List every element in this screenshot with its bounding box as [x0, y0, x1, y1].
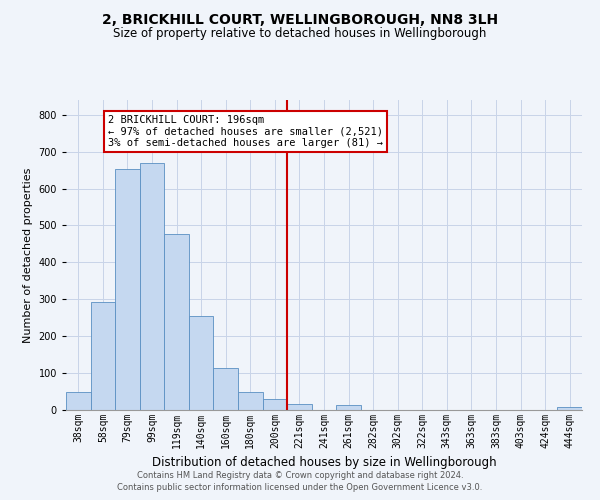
- Text: Contains HM Land Registry data © Crown copyright and database right 2024.: Contains HM Land Registry data © Crown c…: [137, 471, 463, 480]
- Text: Contains public sector information licensed under the Open Government Licence v3: Contains public sector information licen…: [118, 484, 482, 492]
- Text: Size of property relative to detached houses in Wellingborough: Size of property relative to detached ho…: [113, 28, 487, 40]
- X-axis label: Distribution of detached houses by size in Wellingborough: Distribution of detached houses by size …: [152, 456, 496, 469]
- Bar: [263, 399, 287, 410]
- Bar: [66, 392, 91, 410]
- Bar: [189, 316, 214, 410]
- Bar: [115, 170, 140, 410]
- Bar: [336, 405, 361, 410]
- Bar: [287, 404, 312, 410]
- Text: 2, BRICKHILL COURT, WELLINGBOROUGH, NN8 3LH: 2, BRICKHILL COURT, WELLINGBOROUGH, NN8 …: [102, 12, 498, 26]
- Y-axis label: Number of detached properties: Number of detached properties: [23, 168, 33, 342]
- Bar: [91, 302, 115, 410]
- Bar: [164, 234, 189, 410]
- Bar: [238, 392, 263, 410]
- Bar: [214, 368, 238, 410]
- Bar: [140, 164, 164, 410]
- Text: 2 BRICKHILL COURT: 196sqm
← 97% of detached houses are smaller (2,521)
3% of sem: 2 BRICKHILL COURT: 196sqm ← 97% of detac…: [108, 115, 383, 148]
- Bar: [557, 408, 582, 410]
